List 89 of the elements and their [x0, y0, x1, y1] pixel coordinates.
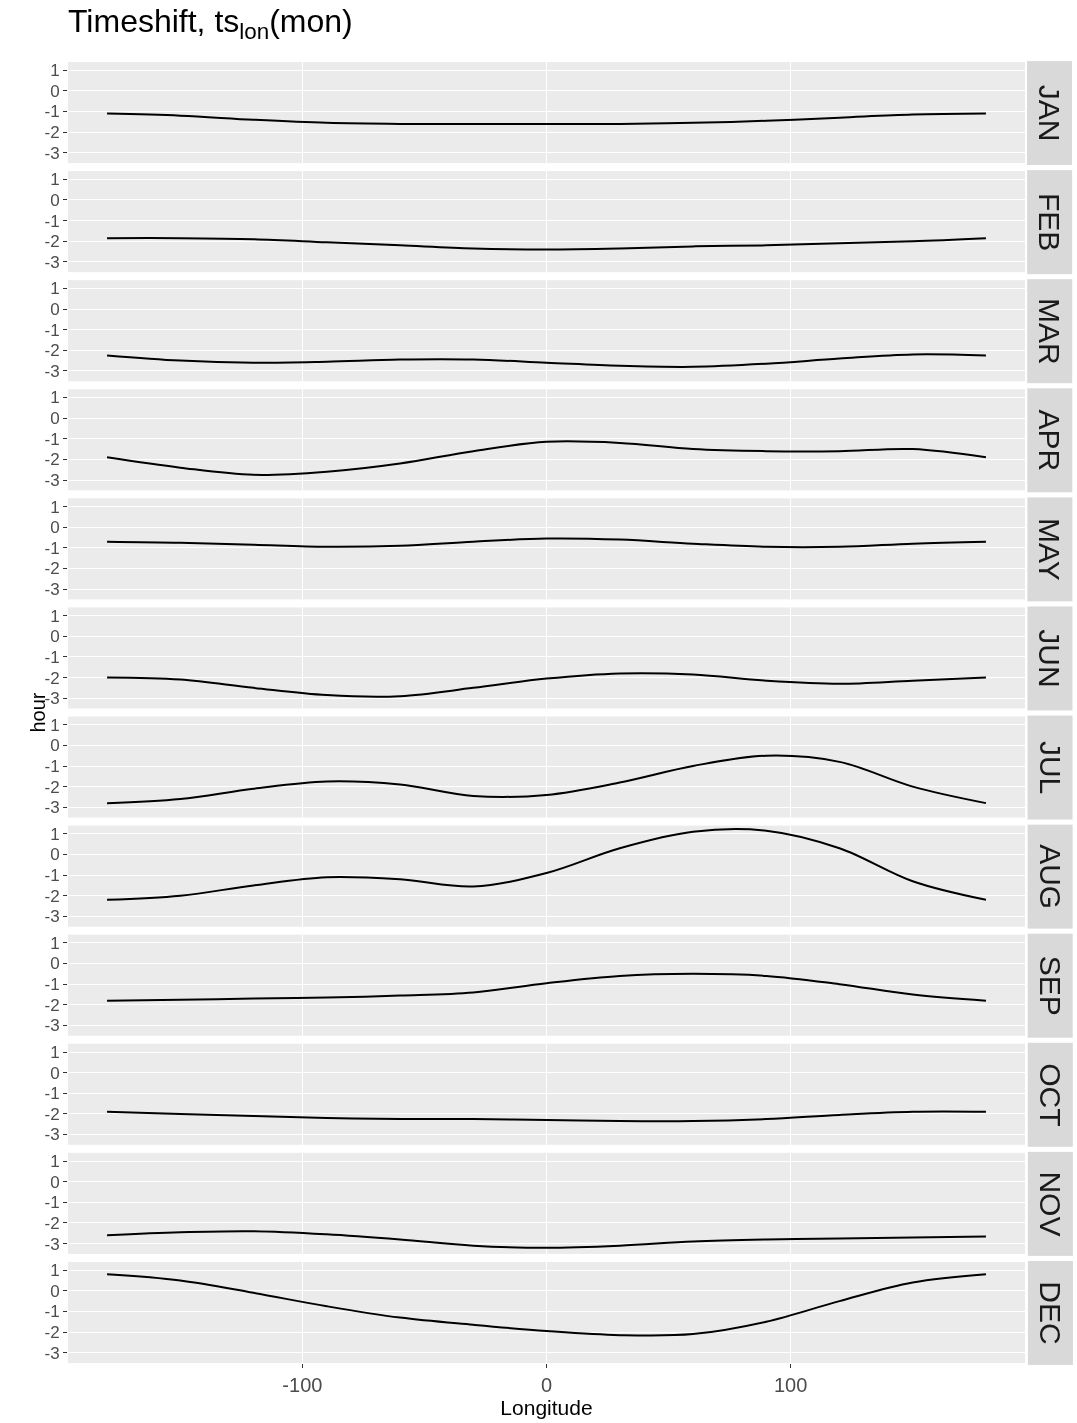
- chart-title: Timeshift, ts$_{lon}$(mon): [68, 3, 353, 45]
- y-tick-label: -1: [44, 866, 60, 886]
- y-tick-label: -1: [44, 647, 60, 667]
- text: OCT: [1033, 1063, 1067, 1127]
- y-tick-label: -3: [44, 470, 60, 490]
- y-tick-label: 1: [50, 388, 60, 408]
- text: NOV: [1033, 1171, 1067, 1237]
- y-tick-label: 1: [50, 170, 60, 190]
- y-tick-label: -3: [44, 252, 60, 272]
- y-tick-label: -1: [44, 975, 60, 995]
- y-tick-label: -3: [44, 689, 60, 709]
- y-tick-label: 1: [50, 1042, 60, 1062]
- y-tick-label: -2: [44, 668, 60, 688]
- y-tick-label: 0: [50, 1172, 60, 1192]
- y-tick-label: -2: [44, 559, 60, 579]
- line-series: [106, 828, 987, 901]
- y-tick-label: 0: [50, 845, 60, 865]
- y-tick-label: 1: [50, 824, 60, 844]
- line-series: [106, 1230, 987, 1249]
- line-series: [106, 1273, 987, 1337]
- line-series: [106, 112, 987, 125]
- y-tick-label: -3: [44, 798, 60, 818]
- y-tick-label: -2: [44, 995, 60, 1015]
- y-tick-label: -2: [44, 886, 60, 906]
- y-tick-label: -2: [44, 1104, 60, 1124]
- y-tick-label: -1: [44, 429, 60, 449]
- y-tick-label: -2: [44, 232, 60, 252]
- y-tick-label: 1: [50, 606, 60, 626]
- text: AUG: [1033, 844, 1067, 910]
- y-tick-label: 1: [50, 497, 60, 517]
- x-tick-label: -100: [282, 1374, 323, 1396]
- y-tick-label: -3: [44, 580, 60, 600]
- y-tick-label: -1: [44, 538, 60, 558]
- x-axis-title: Longitude: [500, 1396, 593, 1419]
- y-tick-label: 1: [50, 715, 60, 735]
- line-series: [106, 537, 987, 549]
- y-tick-label: 1: [50, 61, 60, 81]
- text: MAY: [1033, 518, 1067, 581]
- y-tick-label: -3: [44, 1016, 60, 1036]
- y-tick-label: -2: [44, 450, 60, 470]
- y-tick-label: -2: [44, 777, 60, 797]
- y-tick-label: -3: [44, 1125, 60, 1145]
- y-tick-label: 0: [50, 81, 60, 101]
- text: JUN: [1033, 629, 1067, 688]
- y-tick-label: -2: [44, 341, 60, 361]
- y-tick-label: -3: [44, 1234, 60, 1254]
- text: SEP: [1033, 955, 1067, 1016]
- y-tick-label: -3: [44, 907, 60, 927]
- y-tick-label: 1: [50, 1261, 60, 1281]
- y-tick-label: -1: [44, 756, 60, 776]
- line-series: [106, 440, 987, 476]
- line-series: [106, 754, 987, 805]
- text: MAR: [1033, 297, 1067, 365]
- y-tick-label: 0: [50, 1281, 60, 1301]
- line-series: [106, 1110, 987, 1123]
- y-tick-label: -1: [44, 102, 60, 122]
- y-tick-label: 0: [50, 518, 60, 538]
- y-tick-label: -3: [44, 143, 60, 163]
- y-tick-label: -1: [44, 211, 60, 231]
- line-series: [106, 237, 987, 251]
- y-tick-label: 1: [50, 279, 60, 299]
- text: JUL: [1033, 740, 1067, 795]
- y-tick-label: -2: [44, 1323, 60, 1343]
- line-series: [106, 972, 987, 1002]
- y-tick-label: -1: [44, 320, 60, 340]
- y-tick-label: 0: [50, 300, 60, 319]
- y-tick-label: -2: [44, 123, 60, 143]
- text: FEB: [1033, 192, 1067, 252]
- text: JAN: [1033, 84, 1067, 142]
- y-tick-label: 0: [50, 409, 60, 429]
- line-series: [106, 353, 987, 368]
- x-tick-label: 100: [773, 1374, 808, 1396]
- y-tick-label: 0: [50, 1063, 60, 1083]
- y-tick-label: 0: [50, 954, 60, 974]
- y-tick-label: -1: [44, 1193, 60, 1213]
- y-tick-label: -1: [44, 1084, 60, 1104]
- y-tick-label: 0: [50, 736, 60, 756]
- text: APR: [1033, 409, 1067, 472]
- y-tick-label: 0: [50, 190, 60, 210]
- line-series: [106, 672, 987, 698]
- y-tick-label: -3: [44, 361, 60, 381]
- y-tick-label: -2: [44, 1213, 60, 1233]
- text: DEC: [1033, 1281, 1067, 1345]
- y-tick-label: 1: [50, 933, 60, 953]
- y-tick-label: 0: [50, 627, 60, 647]
- x-tick-label: 0: [540, 1374, 553, 1396]
- y-tick-label: -1: [44, 1302, 60, 1322]
- y-tick-label: -3: [44, 1343, 60, 1363]
- y-tick-label: 1: [50, 1152, 60, 1172]
